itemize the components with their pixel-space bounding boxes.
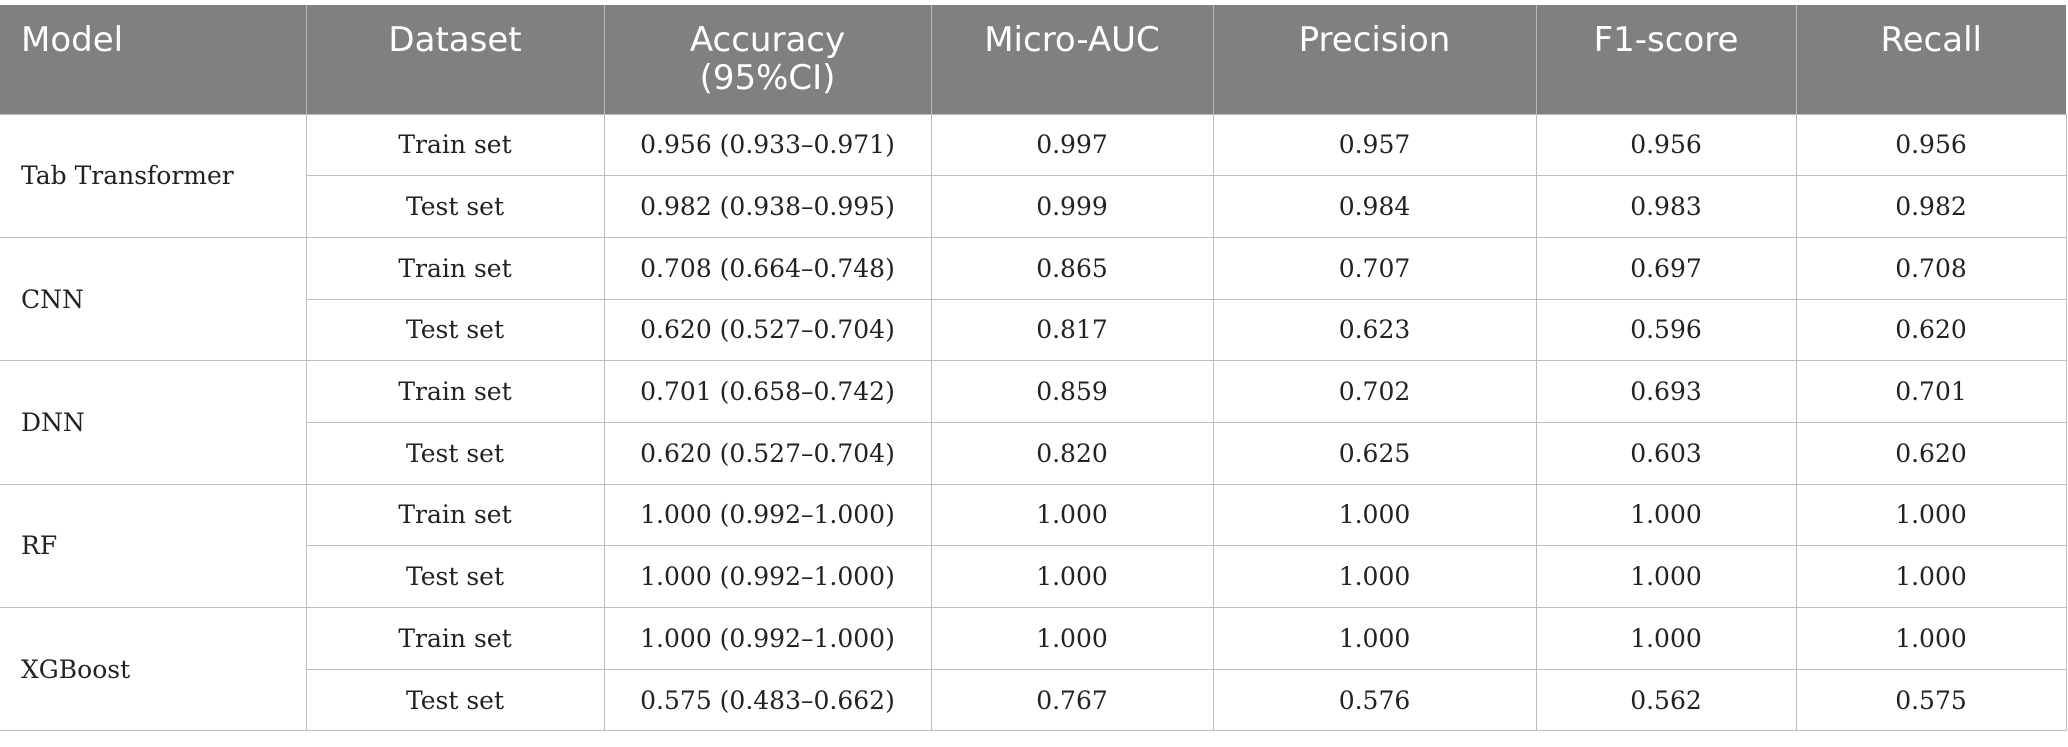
dataset-cell: Train set — [305, 236, 604, 300]
table-row: Test set 0.620 (0.527–0.704) 0.820 0.625 0.6… — [0, 421, 2067, 485]
dataset-cell: Train set — [305, 113, 604, 177]
f1-score-cell: 0.562 — [1535, 668, 1796, 732]
recall-cell: 0.708 — [1795, 236, 2067, 300]
table-row: CNN Train set 0.708 (0.664–0.748) 0.865 0.70… — [0, 236, 2067, 362]
precision-cell: 1.000 — [1212, 607, 1536, 670]
micro-auc-cell: 0.817 — [930, 298, 1213, 362]
model-cell: CNN — [0, 236, 306, 362]
precision-cell: 0.623 — [1212, 298, 1536, 362]
dataset-cell: Test set — [305, 545, 604, 608]
accuracy-cell: 0.701 (0.658–0.742) — [603, 360, 931, 423]
recall-cell: 0.956 — [1795, 113, 2067, 177]
f1-score-cell: 0.697 — [1535, 236, 1796, 300]
table-body: Tab Transformer Train set 0.956 (0.933–0.9… — [0, 113, 2067, 732]
recall-cell: 0.620 — [1795, 298, 2067, 362]
model-cell: XGBoost — [0, 606, 306, 732]
header-row: Model Dataset Accuracy (95%CI) Micro-AUC… — [0, 5, 2066, 114]
accuracy-cell: 1.000 (0.992–1.000) — [603, 483, 931, 547]
dataset-cell: Train set — [305, 483, 604, 547]
accuracy-cell: 0.620 (0.527–0.704) — [603, 421, 931, 485]
accuracy-cell: 0.956 (0.933–0.971) — [603, 113, 931, 177]
dataset-cell: Train set — [305, 607, 604, 670]
table-row: Test set 0.982 (0.938–0.995) 0.999 0.984 0.9… — [0, 175, 2067, 238]
table-row: DNN Train set 0.701 (0.658–0.742) 0.859 0.70… — [0, 360, 2067, 485]
dataset-cell: Test set — [305, 298, 604, 362]
accuracy-cell: 1.000 (0.992–1.000) — [603, 545, 931, 608]
recall-cell: 0.620 — [1795, 421, 2067, 485]
f1-score-cell: 0.983 — [1535, 175, 1796, 238]
recall-cell: 0.701 — [1795, 360, 2067, 423]
header-precision: Precision — [1212, 5, 1536, 114]
header-recall: Recall — [1795, 5, 2066, 114]
header-accuracy: Accuracy (95%CI) — [603, 5, 931, 114]
header-model: Model — [0, 5, 306, 114]
accuracy-cell: 0.620 (0.527–0.704) — [603, 298, 931, 362]
f1-score-cell: 1.000 — [1535, 545, 1796, 608]
precision-cell: 1.000 — [1212, 545, 1536, 608]
table-row: Test set 0.620 (0.527–0.704) 0.817 0.623 0.5… — [0, 298, 2067, 362]
micro-auc-cell: 0.767 — [930, 668, 1213, 732]
precision-cell: 0.625 — [1212, 421, 1536, 485]
precision-cell: 0.576 — [1212, 668, 1536, 732]
precision-cell: 0.707 — [1212, 236, 1536, 300]
recall-cell: 0.575 — [1795, 668, 2067, 732]
micro-auc-cell: 0.859 — [930, 360, 1213, 423]
header-f1-score: F1-score — [1535, 5, 1796, 114]
micro-auc-cell: 0.865 — [930, 236, 1213, 300]
model-cell: DNN — [0, 360, 306, 485]
table-row: RF Train set 1.000 (0.992–1.000) 1.000 1.000… — [0, 483, 2067, 609]
dataset-cell: Test set — [305, 175, 604, 238]
f1-score-cell: 1.000 — [1535, 483, 1796, 547]
micro-auc-cell: 0.820 — [930, 421, 1213, 485]
precision-cell: 0.984 — [1212, 175, 1536, 238]
micro-auc-cell: 1.000 — [930, 545, 1213, 608]
dataset-cell: Test set — [305, 421, 604, 485]
table-row: Test set 1.000 (0.992–1.000) 1.000 1.000 1.0… — [0, 545, 2067, 608]
recall-cell: 0.982 — [1795, 175, 2067, 238]
precision-cell: 1.000 — [1212, 483, 1536, 547]
precision-cell: 0.957 — [1212, 113, 1536, 177]
table-row: Tab Transformer Train set 0.956 (0.933–0.9… — [0, 113, 2067, 238]
header-micro-auc: Micro-AUC — [930, 5, 1213, 114]
accuracy-cell: 1.000 (0.992–1.000) — [603, 607, 931, 670]
accuracy-cell: 0.575 (0.483–0.662) — [603, 668, 931, 732]
table-row: XGBoost Train set 1.000 (0.992–1.000) 1.000… — [0, 606, 2067, 732]
f1-score-cell: 1.000 — [1535, 607, 1796, 670]
model-cell: Tab Transformer — [0, 113, 306, 238]
dataset-cell: Train set — [305, 360, 604, 423]
recall-cell: 1.000 — [1795, 545, 2067, 608]
accuracy-cell: 0.708 (0.664–0.748) — [603, 236, 931, 300]
recall-cell: 1.000 — [1795, 607, 2067, 670]
recall-cell: 1.000 — [1795, 483, 2067, 547]
model-cell: RF — [0, 483, 306, 609]
micro-auc-cell: 1.000 — [930, 483, 1213, 547]
accuracy-cell: 0.982 (0.938–0.995) — [603, 175, 931, 238]
micro-auc-cell: 1.000 — [930, 607, 1213, 670]
f1-score-cell: 0.956 — [1535, 113, 1796, 177]
f1-score-cell: 0.693 — [1535, 360, 1796, 423]
micro-auc-cell: 0.999 — [930, 175, 1213, 238]
precision-cell: 0.702 — [1212, 360, 1536, 423]
header-dataset: Dataset — [305, 5, 604, 114]
micro-auc-cell: 0.997 — [930, 113, 1213, 177]
results-table: Model Dataset Accuracy (95%CI) Micro-AUC… — [0, 5, 2067, 732]
table-row: Test set 0.575 (0.483–0.662) 0.767 0.576 0.5… — [0, 668, 2067, 732]
dataset-cell: Test set — [305, 668, 604, 732]
f1-score-cell: 0.603 — [1535, 421, 1796, 485]
f1-score-cell: 0.596 — [1535, 298, 1796, 362]
